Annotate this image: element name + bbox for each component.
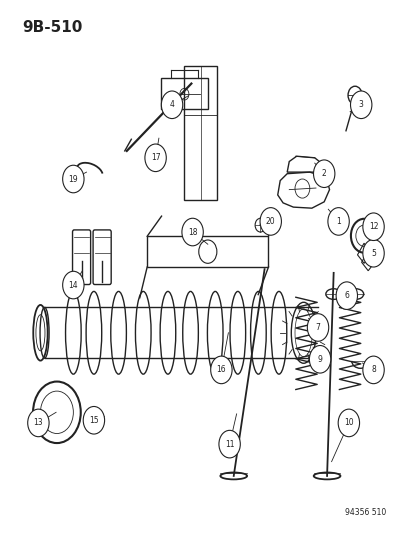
Circle shape xyxy=(362,239,383,267)
Circle shape xyxy=(28,409,49,437)
Circle shape xyxy=(362,356,383,384)
Text: 9B-510: 9B-510 xyxy=(22,20,82,35)
Text: 15: 15 xyxy=(89,416,98,425)
Circle shape xyxy=(62,165,84,193)
Text: 20: 20 xyxy=(265,217,275,226)
Circle shape xyxy=(309,345,330,373)
Text: 9: 9 xyxy=(317,355,322,364)
Text: 19: 19 xyxy=(69,174,78,183)
Text: 5: 5 xyxy=(370,249,375,258)
Circle shape xyxy=(83,407,104,434)
Circle shape xyxy=(218,430,240,458)
Circle shape xyxy=(62,271,84,299)
Text: 11: 11 xyxy=(224,440,234,449)
Text: 17: 17 xyxy=(150,154,160,163)
Text: 18: 18 xyxy=(188,228,197,237)
Circle shape xyxy=(313,160,334,188)
Circle shape xyxy=(337,409,359,437)
Text: 4: 4 xyxy=(169,100,174,109)
Circle shape xyxy=(181,218,203,246)
Circle shape xyxy=(327,208,349,235)
Circle shape xyxy=(306,314,328,341)
Text: 14: 14 xyxy=(69,280,78,289)
Circle shape xyxy=(362,213,383,240)
Circle shape xyxy=(161,91,182,118)
Text: 12: 12 xyxy=(368,222,377,231)
Text: 2: 2 xyxy=(321,169,326,178)
Text: 94356 510: 94356 510 xyxy=(344,508,385,517)
Circle shape xyxy=(210,356,232,384)
Text: 3: 3 xyxy=(358,100,363,109)
Text: 8: 8 xyxy=(370,366,375,374)
Circle shape xyxy=(350,91,371,118)
Text: 10: 10 xyxy=(343,418,353,427)
Circle shape xyxy=(335,282,357,310)
Text: 1: 1 xyxy=(335,217,340,226)
Circle shape xyxy=(145,144,166,172)
Text: 13: 13 xyxy=(33,418,43,427)
Text: 6: 6 xyxy=(344,291,349,300)
Circle shape xyxy=(259,208,281,235)
Text: 16: 16 xyxy=(216,366,225,374)
Text: 7: 7 xyxy=(315,323,320,332)
